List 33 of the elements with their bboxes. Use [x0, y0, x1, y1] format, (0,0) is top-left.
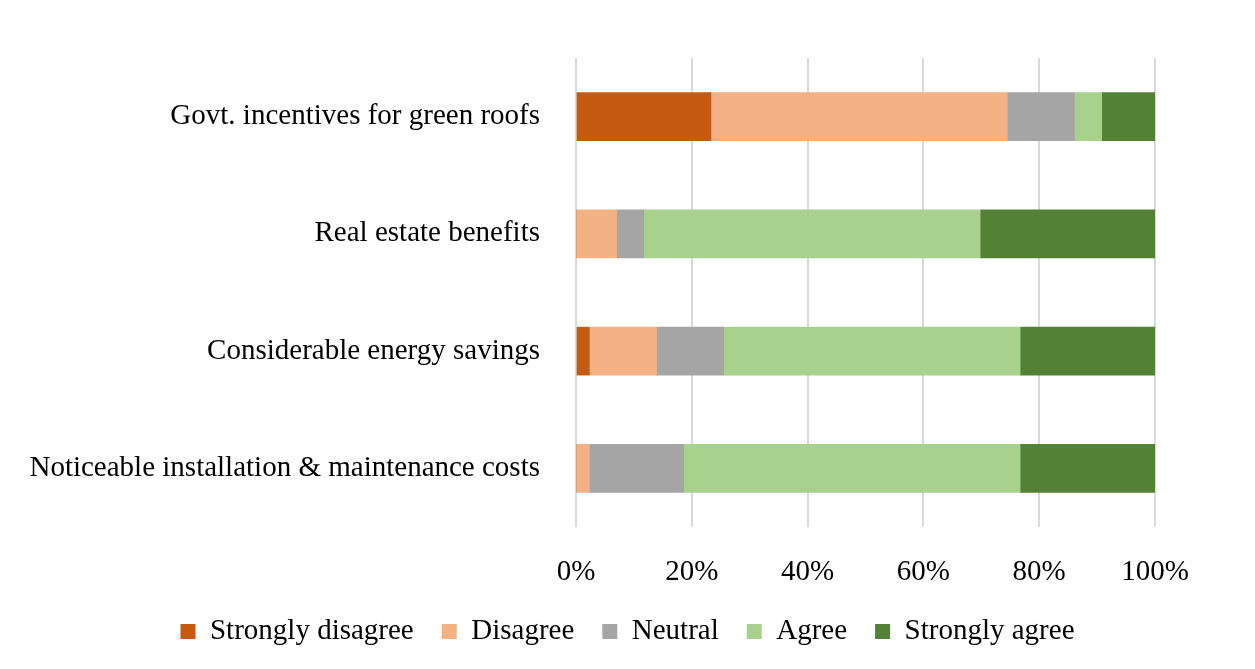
x-tick-label: 80%	[1012, 554, 1066, 587]
bar	[1074, 92, 1103, 141]
y-tick-label: Govt. incentives for green roofs	[170, 98, 540, 131]
y-tick-label: Real estate benefits	[314, 215, 540, 248]
bar	[643, 209, 981, 259]
bar	[576, 326, 590, 376]
bar	[576, 92, 712, 141]
x-tick-label: 60%	[896, 554, 950, 587]
bar	[979, 209, 1155, 259]
y-tick-label: Considerable energy savings	[207, 332, 540, 365]
x-tick-label: 100%	[1121, 554, 1189, 587]
bar	[616, 209, 645, 259]
bar	[576, 209, 617, 259]
bar	[588, 326, 657, 376]
x-tick-label: 40%	[781, 554, 835, 587]
x-tick-label: 20%	[665, 554, 719, 587]
bar	[1019, 326, 1155, 376]
legend-label: Strongly disagree	[209, 613, 414, 646]
bar	[656, 326, 724, 376]
bar	[576, 444, 590, 493]
x-tick-label: 0%	[556, 554, 596, 587]
bar	[683, 444, 1021, 493]
bar	[588, 444, 685, 493]
legend-label: Neutral	[631, 613, 719, 646]
legend-label: Agree	[776, 613, 848, 646]
legend-label: Strongly agree	[904, 613, 1075, 646]
bar	[710, 92, 1008, 141]
y-tick-label: Noticeable installation & maintenance costs	[29, 449, 540, 482]
bar	[1019, 444, 1155, 493]
bar	[723, 326, 1021, 376]
bar	[1101, 92, 1155, 141]
legend-label: Disagree	[471, 613, 575, 646]
bar	[1007, 92, 1075, 141]
